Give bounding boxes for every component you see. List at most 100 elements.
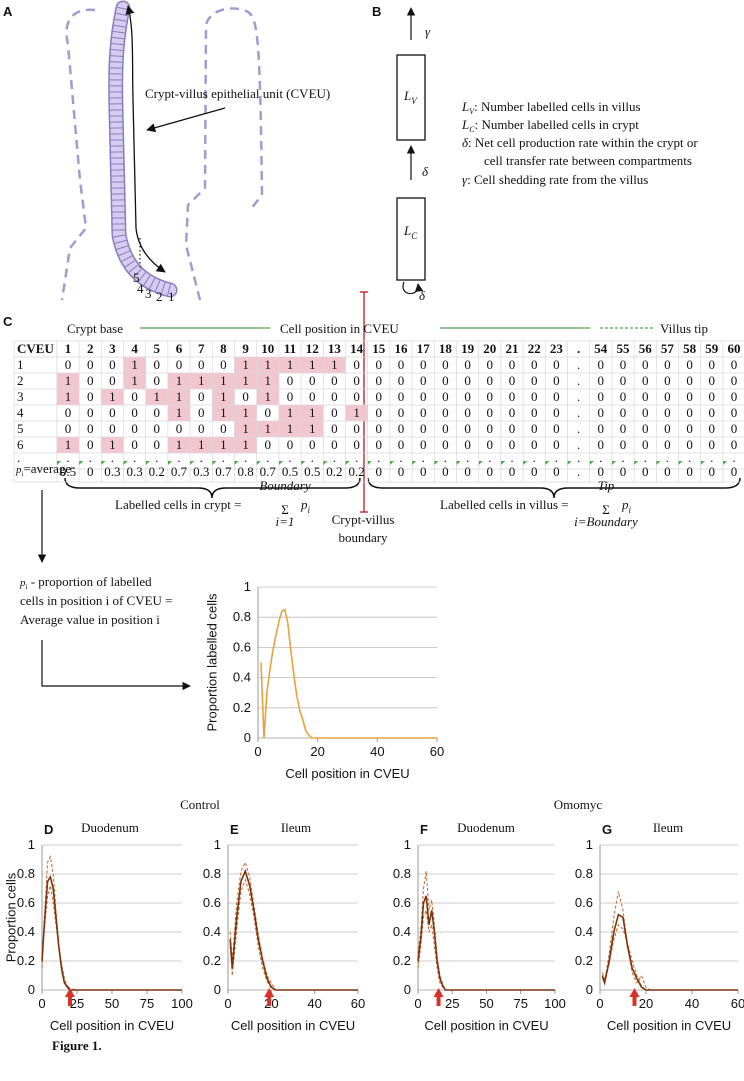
cell-marker [79, 461, 84, 465]
table-cell: 1 [65, 373, 72, 388]
table-cell: 0 [464, 373, 471, 388]
average-value: 0 [509, 464, 516, 479]
x-tick-label: 0 [414, 996, 421, 1011]
x-tick-label: 60 [731, 996, 744, 1011]
average-value: 0 [398, 464, 405, 479]
highlight-cell [234, 437, 257, 453]
panel-label: E [230, 822, 239, 837]
table-cell: 0 [509, 405, 516, 420]
highlight-cell [167, 373, 191, 389]
average-value: 0.5 [60, 464, 76, 479]
y-tick-label: 1 [214, 837, 221, 852]
y-tick-label: 0.6 [575, 895, 593, 910]
cell-marker [145, 461, 150, 465]
column-header: 1 [65, 341, 72, 356]
table-cell: 0 [464, 405, 471, 420]
table-cell: 0 [154, 357, 161, 372]
boundary-arrow [264, 988, 275, 1006]
y-tick-label: 0.2 [393, 953, 411, 968]
table-cell: 0 [664, 437, 671, 452]
highlight-cell [256, 373, 279, 389]
average-value: 0 [553, 464, 560, 479]
table-cell: 0 [620, 389, 627, 404]
table-cell: 0 [65, 357, 72, 372]
y-axis-label: Proportion cells [3, 872, 18, 962]
x-tick-label: 20 [264, 996, 278, 1011]
cveu-label: Crypt-villus epithelial unit (CVEU) [145, 86, 330, 101]
table-cell: 0 [598, 373, 605, 388]
table-cell: 0 [731, 389, 738, 404]
highlight-cell [56, 437, 80, 453]
average-value: 0 [376, 464, 383, 479]
table-cell: 0 [642, 357, 649, 372]
column-header: 9 [242, 341, 249, 356]
table-cell: 0 [353, 421, 360, 436]
table-cell: 1 [220, 437, 227, 452]
table-cell: 0 [265, 437, 272, 452]
table-cell: 1 [287, 421, 294, 436]
table-cell: . [311, 450, 314, 465]
table-cell: 0 [731, 421, 738, 436]
table-cell: 0 [709, 373, 716, 388]
y-tick-label: 1 [404, 837, 411, 852]
table-cell: 0 [131, 389, 138, 404]
table-cell: 0 [87, 389, 94, 404]
column-header: 23 [550, 341, 564, 356]
highlight-cell [256, 389, 279, 405]
y-tick-label: 0 [244, 730, 251, 745]
x-tick-label: 100 [171, 996, 193, 1011]
table-cell: 0 [154, 405, 161, 420]
y-tick-label: 0 [214, 982, 221, 997]
formula-term: pi [300, 497, 311, 515]
highlight-cell [345, 405, 368, 421]
table-cell: 1 [309, 421, 316, 436]
data-line [229, 868, 358, 991]
table-cell: 0 [353, 389, 360, 404]
table-cell: 0 [553, 421, 560, 436]
table-cell: . [577, 373, 580, 388]
column-header: 54 [594, 341, 608, 356]
column-header: 57 [661, 341, 675, 356]
cell-marker [301, 461, 306, 465]
cell-marker [723, 461, 727, 465]
cell-marker [168, 461, 172, 465]
cell-marker [478, 461, 483, 465]
x-tick-label: 0 [224, 996, 231, 1011]
data-line [260, 608, 437, 739]
table-cell: . [621, 450, 624, 465]
cell-position-label: 4 [137, 281, 144, 296]
cell-position-label: 2 [156, 289, 163, 304]
data-line [229, 878, 358, 991]
table-cell: 0 [109, 405, 116, 420]
y-tick-label: 0.8 [393, 866, 411, 881]
table-cell: 1 [265, 357, 272, 372]
table-cell: 0 [642, 373, 649, 388]
figure-caption: Figure 1. [52, 1038, 102, 1053]
table-cell: 0 [398, 421, 405, 436]
table-cell: 0 [686, 421, 693, 436]
column-header: 2 [87, 341, 94, 356]
table-cell: 0 [265, 405, 272, 420]
column-header: . [577, 341, 580, 356]
column-header: 20 [483, 341, 496, 356]
average-value: 0.3 [193, 464, 209, 479]
legend-entry: LV: Number labelled cells in villus [461, 99, 641, 116]
y-tick-label: 0.2 [233, 700, 251, 715]
table-cell: 0 [620, 357, 627, 372]
table-cell: 0 [198, 389, 205, 404]
table-cell: 0 [664, 421, 671, 436]
highlight-cell [301, 405, 324, 421]
table-cell: 0 [398, 357, 405, 372]
x-axis-label: Cell position in CVEU [285, 766, 409, 781]
average-value: 0.3 [104, 464, 120, 479]
table-cell: 0 [154, 421, 161, 436]
chart-title: Duodenum [457, 820, 515, 835]
chart-title: Ileum [281, 820, 311, 835]
x-axis-label: Cell position in CVEU [424, 1018, 548, 1033]
table-cell: 0 [420, 389, 427, 404]
x-tick-label: 0 [254, 744, 261, 759]
table-cell: 0 [242, 389, 249, 404]
table-cell: . [288, 450, 291, 465]
highlight-cell [301, 421, 324, 437]
